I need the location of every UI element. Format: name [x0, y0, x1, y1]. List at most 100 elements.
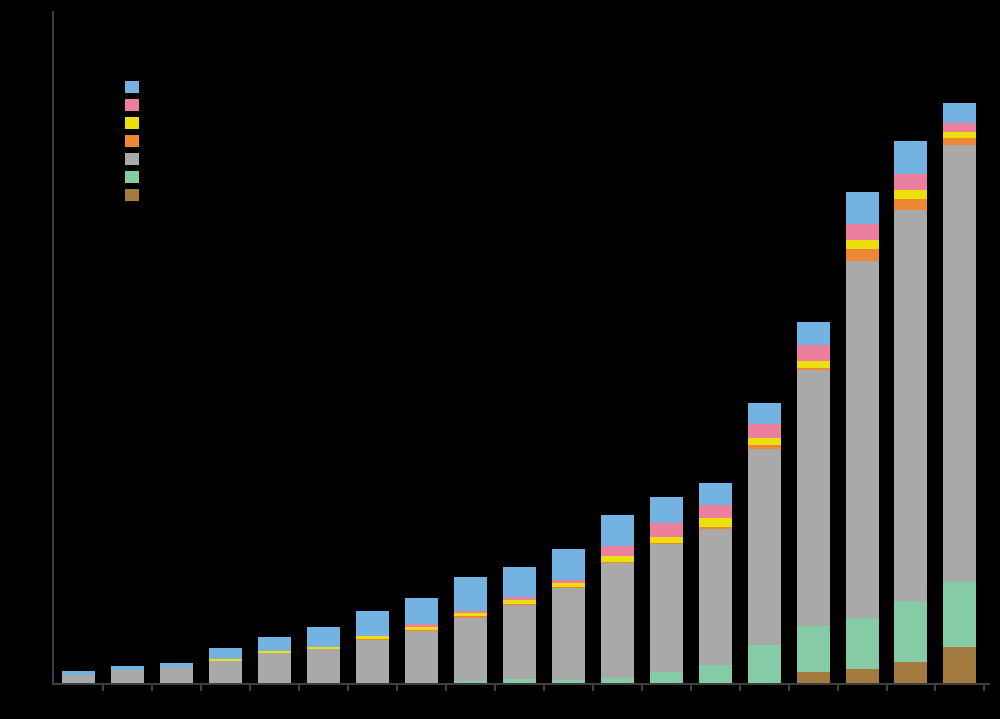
bar-segment-gray [649, 544, 683, 672]
bar-segment-blue [355, 611, 389, 636]
x-axis-tick [787, 685, 790, 691]
x-axis-tick [346, 685, 349, 691]
bar-segment-pink [894, 174, 928, 190]
x-axis-tick [934, 685, 937, 691]
x-axis-tick [542, 685, 545, 691]
bar-segment-yellow [796, 361, 830, 368]
bar-bar-19 [943, 102, 977, 683]
bar-segment-yellow [845, 239, 879, 249]
legend-swatch-gray [125, 153, 139, 165]
bar-segment-gray [698, 529, 732, 665]
bar-bar-07 [355, 611, 389, 683]
chart-legend [125, 78, 139, 204]
legend-item-orange [125, 132, 139, 150]
bar-segment-brown [943, 646, 977, 683]
bar-segment-brown [894, 661, 928, 683]
bar-segment-blue [649, 496, 683, 523]
legend-swatch-yellow [125, 117, 139, 129]
x-axis-tick [885, 685, 888, 691]
legend-swatch-orange [125, 135, 139, 147]
bar-segment-yellow [943, 131, 977, 138]
bar-segment-blue [551, 549, 585, 580]
bar-bar-02 [110, 666, 144, 683]
legend-item-blue [125, 78, 139, 96]
bar-segment-blue [404, 598, 438, 624]
bar-segment-blue [62, 671, 95, 675]
x-axis-tick [738, 685, 741, 691]
bar-bar-17 [845, 191, 879, 683]
x-axis-tick [689, 685, 692, 691]
bar-segment-blue [110, 666, 144, 670]
x-axis-tick [640, 685, 643, 691]
bar-segment-pink [943, 122, 977, 132]
bar-segment-pink [649, 523, 683, 537]
legend-item-gray [125, 150, 139, 168]
x-axis-tick [248, 685, 251, 691]
bar-segment-green [600, 678, 634, 683]
bar-segment-gray [306, 649, 340, 683]
bar-segment-green [894, 600, 928, 662]
bar-segment-green [747, 644, 781, 683]
x-axis-tick [199, 685, 202, 691]
bar-segment-blue [502, 566, 536, 597]
bar-segment-yellow [502, 599, 536, 604]
bar-segment-orange [698, 526, 732, 529]
x-axis-tick [297, 685, 300, 691]
bar-segment-gray [159, 667, 193, 683]
legend-swatch-blue [125, 81, 139, 93]
bar-segment-green [502, 679, 536, 683]
bar-bar-18 [894, 140, 928, 683]
bar-segment-blue [306, 627, 340, 647]
bar-bar-15 [747, 402, 781, 683]
bar-segment-gray [208, 661, 242, 683]
legend-swatch-green [125, 171, 139, 183]
bar-bar-05 [257, 636, 291, 683]
bar-segment-orange [404, 629, 438, 631]
bar-segment-gray [62, 675, 95, 683]
bar-segment-yellow [649, 537, 683, 543]
bar-segment-pink [698, 505, 732, 518]
bar-segment-green [649, 672, 683, 683]
bar-segment-gray [257, 653, 291, 683]
bar-segment-yellow [453, 613, 487, 616]
bar-segment-gray [894, 209, 928, 601]
bar-segment-brown [845, 668, 879, 683]
bar-segment-blue [943, 102, 977, 123]
x-axis-tick [150, 685, 153, 691]
bar-segment-orange [600, 561, 634, 563]
bar-segment-green [796, 625, 830, 672]
bar-bar-13 [649, 496, 683, 683]
bar-bar-12 [600, 514, 634, 683]
bar-bar-04 [208, 648, 242, 683]
x-axis-tick [983, 685, 986, 691]
bar-segment-pink [845, 224, 879, 240]
bar-segment-gray [453, 617, 487, 681]
bar-segment-orange [845, 249, 879, 261]
bar-segment-blue [894, 140, 928, 174]
legend-swatch-pink [125, 99, 139, 111]
bar-segment-gray [747, 448, 781, 645]
bar-segment-pink [796, 344, 830, 361]
bar-segment-blue [747, 402, 781, 424]
x-axis-tick [591, 685, 594, 691]
bar-segment-pink [502, 597, 536, 600]
bar-segment-green [551, 679, 585, 683]
bar-segment-pink [747, 424, 781, 438]
legend-item-brown [125, 186, 139, 204]
bar-segment-orange [551, 586, 585, 588]
bar-segment-yellow [208, 658, 242, 661]
x-axis-tick [444, 685, 447, 691]
legend-item-pink [125, 96, 139, 114]
bar-segment-blue [600, 514, 634, 546]
bar-segment-yellow [404, 626, 438, 630]
bar-segment-yellow [894, 189, 928, 199]
bar-segment-gray [845, 260, 879, 618]
x-axis-tick [836, 685, 839, 691]
bar-segment-orange [943, 138, 977, 145]
bar-segment-gray [943, 144, 977, 582]
bar-segment-pink [600, 545, 634, 556]
bar-bar-11 [551, 549, 585, 683]
bar-segment-green [698, 665, 732, 683]
bar-segment-orange [453, 616, 487, 618]
